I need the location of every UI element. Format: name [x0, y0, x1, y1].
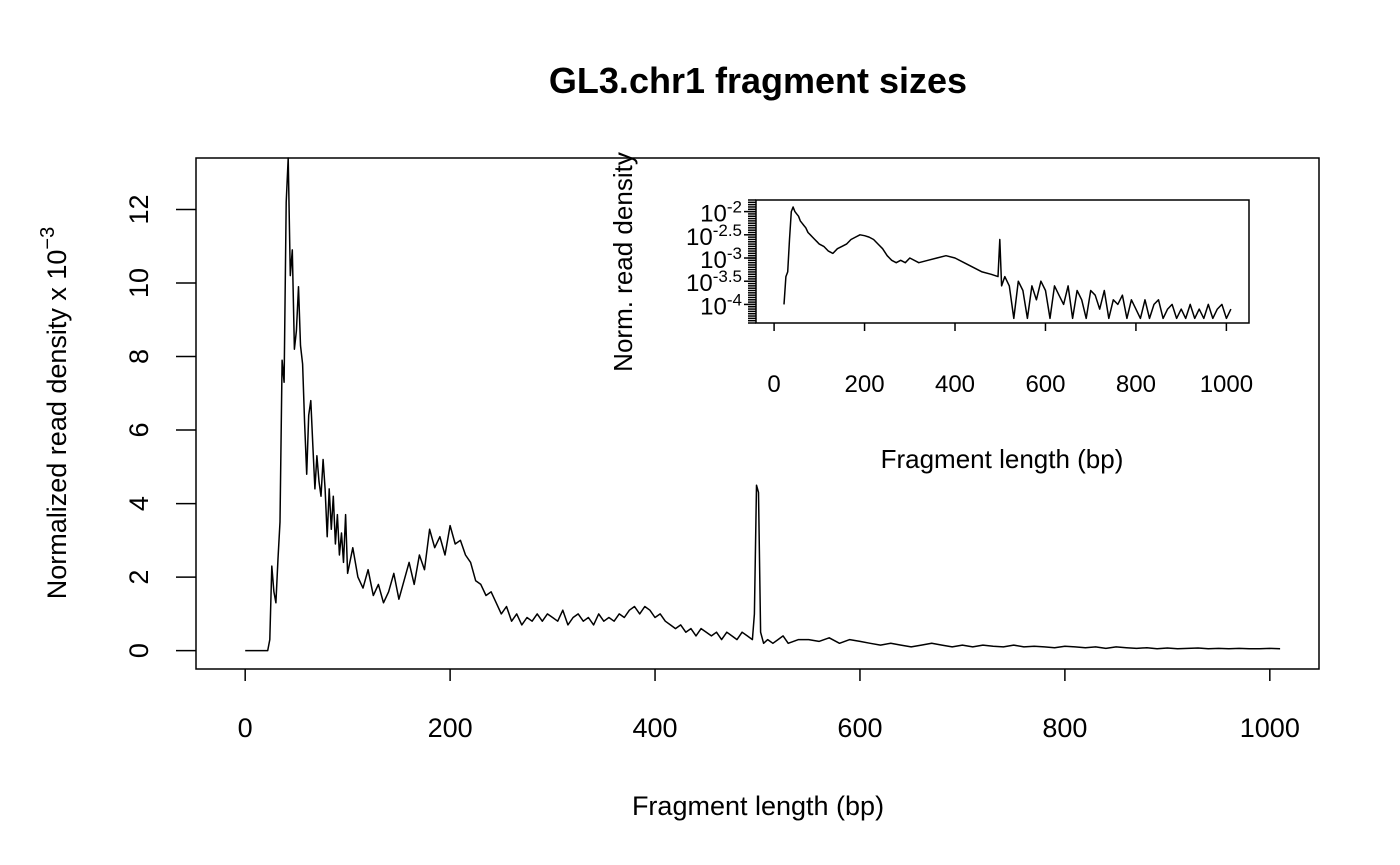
chart-title: GL3.chr1 fragment sizes [549, 60, 967, 101]
inset-y-tick-label: 10-4 [700, 290, 742, 320]
main-x-tick-label: 0 [238, 713, 253, 743]
inset-y-axis-label: Norm. read density [608, 152, 638, 372]
inset-y-tick-base: 10 [700, 201, 727, 228]
main-y-tick-label: 2 [124, 570, 154, 585]
main-x-axis: 0 200 400 600 800 1000 [238, 669, 1300, 743]
main-y-tick-label: 8 [124, 349, 154, 364]
main-x-tick-label: 600 [837, 713, 882, 743]
main-y-tick-label: 4 [124, 496, 154, 511]
main-x-tick-label: 400 [633, 713, 678, 743]
inset-y-tick-label: 10-3.5 [686, 267, 742, 297]
main-x-tick-label: 1000 [1240, 713, 1300, 743]
main-y-axis-label-text: Normalized read density x 10 [42, 250, 72, 600]
main-plot: 0 200 400 600 800 1000 0 2 4 6 8 10 12 Fragment len… [37, 157, 1320, 821]
inset-y-tick-exponent: -3.5 [713, 267, 742, 286]
inset-y-tick-label: 10-3 [700, 244, 742, 274]
inset-x-axis-label: Fragment length (bp) [881, 444, 1124, 474]
main-x-tick-label: 800 [1042, 713, 1087, 743]
inset-y-tick-exponent: -2.5 [713, 221, 742, 240]
inset-y-tick-exponent: -2 [727, 198, 742, 217]
main-y-tick-label: 0 [124, 643, 154, 658]
inset-y-tick-label: 10-2.5 [686, 221, 742, 251]
main-plot-frame [195, 157, 1320, 670]
main-x-tick-label: 200 [428, 713, 473, 743]
inset-x-tick-label: 400 [935, 371, 975, 398]
main-x-axis-label: Fragment length (bp) [632, 791, 884, 821]
inset-x-tick-label: 800 [1116, 371, 1156, 398]
inset-y-tick-base: 10 [686, 270, 713, 297]
inset-y-axis: 10-210-2.510-310-3.510-4 [686, 198, 756, 324]
inset-x-axis: 0 200 400 600 800 1000 [767, 323, 1253, 398]
main-y-tick-label: 6 [124, 423, 154, 438]
inset-y-tick-base: 10 [686, 224, 713, 251]
inset-x-tick-label: 1000 [1200, 371, 1253, 398]
main-y-axis-label-exponent: −3 [37, 227, 59, 250]
inset-y-tick-exponent: -3 [727, 244, 742, 263]
main-y-tick-label: 10 [124, 268, 154, 298]
main-series-line [245, 157, 1281, 652]
inset-y-tick-label: 10-2 [700, 198, 742, 228]
inset-x-tick-label: 200 [845, 371, 885, 398]
main-y-axis-label: Normalized read density x 10−3 [37, 227, 72, 599]
inset-series-line [783, 206, 1232, 320]
inset-y-tick-exponent: -4 [727, 290, 742, 309]
inset-x-tick-label: 0 [767, 371, 780, 398]
inset-x-tick-label: 600 [1025, 371, 1065, 398]
inset-plot: 0 200 400 600 800 1000 10-210-2.510-310-3.510… [608, 152, 1253, 474]
inset-y-tick-base: 10 [700, 247, 727, 274]
main-y-tick-label: 12 [124, 194, 154, 224]
inset-plot-frame [755, 199, 1250, 324]
main-y-axis: 0 2 4 6 8 10 12 [124, 194, 196, 658]
inset-y-tick-base: 10 [700, 293, 727, 320]
